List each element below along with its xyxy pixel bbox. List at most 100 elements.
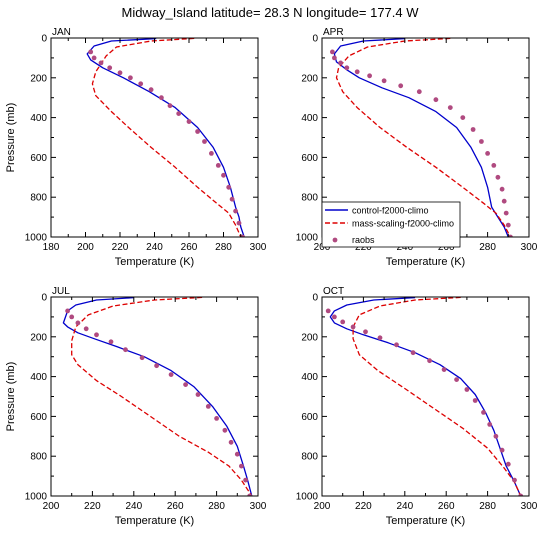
raobs-point: [195, 129, 201, 134]
y-tick-label: 800: [301, 452, 318, 463]
raobs-point: [138, 81, 144, 87]
y-tick-label: 800: [30, 452, 47, 463]
raobs-point: [236, 220, 242, 226]
raobs-point: [501, 198, 507, 204]
plot-area: [86, 38, 245, 237]
x-tick-label: 240: [125, 501, 142, 512]
y-tick-label: 800: [301, 193, 318, 204]
raobs-point: [381, 78, 387, 84]
raobs-point: [410, 350, 416, 356]
raobs-point: [209, 151, 214, 156]
y-tick-label: 200: [30, 332, 47, 343]
raobs-point: [505, 222, 511, 228]
x-tick-label: 240: [396, 242, 413, 253]
raobs-point: [491, 163, 497, 168]
x-axis-label: Temperature (K): [386, 515, 465, 527]
raobs-point: [499, 447, 505, 453]
series-line-control-f2000-climo: [333, 38, 509, 237]
legend: control-f2000-climo mass-scaling-f2000-cl…: [321, 201, 461, 248]
raobs-point: [88, 49, 94, 55]
raobs-point: [367, 73, 372, 79]
raobs-point: [512, 477, 517, 483]
series-raobs: [330, 49, 513, 237]
raobs-point: [354, 69, 360, 75]
series-raobs: [65, 308, 253, 496]
x-axis-label: Temperature (K): [386, 256, 465, 268]
raobs-point: [503, 210, 509, 216]
raobs-point: [243, 477, 249, 483]
y-axis-label: Pressure (mb): [5, 103, 17, 173]
raobs-point: [228, 439, 234, 445]
legend-label: raobs: [352, 235, 375, 245]
raobs-point: [226, 184, 232, 190]
x-tick-label: 220: [355, 242, 372, 253]
figure-title: Midway_Island latitude= 28.3 N longitude…: [121, 5, 419, 20]
x-tick-label: 200: [314, 501, 331, 512]
x-tick-label: 260: [167, 501, 184, 512]
y-tick-label: 800: [30, 193, 47, 204]
series-line-mass-scaling-f2000-climo: [335, 38, 511, 237]
raobs-point: [229, 196, 235, 202]
x-tick-label: 300: [521, 501, 538, 512]
raobs-point: [94, 332, 99, 338]
y-tick-label: 400: [30, 372, 47, 383]
raobs-point: [127, 75, 133, 81]
x-axis-label: Temperature (K): [115, 515, 194, 527]
series-line-mass-scaling-f2000-climo: [71, 297, 253, 496]
raobs-point: [447, 105, 453, 110]
series-line-control-f2000-climo: [329, 297, 522, 496]
legend-entry: raobs: [332, 235, 375, 245]
raobs-point: [167, 103, 173, 109]
raobs-point: [214, 416, 220, 421]
raobs-point: [83, 326, 89, 332]
raobs-point: [148, 87, 154, 93]
y-tick-label: 0: [41, 293, 47, 304]
raobs-point: [394, 342, 399, 348]
panel-label: JAN: [52, 27, 71, 38]
panel-label: JUL: [52, 286, 70, 297]
raobs-point: [427, 358, 432, 364]
raobs-point: [239, 463, 244, 469]
x-tick-label: 220: [112, 242, 129, 253]
x-tick-label: 240: [396, 501, 413, 512]
y-tick-label: 0: [312, 293, 318, 304]
raobs-point: [398, 83, 404, 89]
raobs-point: [222, 427, 228, 433]
y-tick-label: 1000: [25, 233, 48, 244]
raobs-point: [91, 55, 97, 61]
panel-label: OCT: [323, 286, 344, 297]
raobs-point: [107, 65, 113, 71]
raobs-point: [332, 55, 337, 61]
series-raobs: [88, 49, 245, 237]
raobs-point: [183, 382, 189, 387]
y-tick-label: 200: [301, 332, 318, 343]
legend-label: control-f2000-climo: [352, 206, 429, 216]
raobs-point: [69, 314, 75, 320]
raobs-point: [518, 493, 524, 496]
y-tick-label: 600: [301, 153, 318, 164]
raobs-point: [499, 186, 505, 192]
raobs-point: [221, 172, 226, 178]
raobs-point: [247, 493, 253, 496]
legend-entry: control-f2000-climo: [325, 206, 429, 216]
raobs-point: [350, 324, 356, 330]
raobs-point: [202, 139, 207, 144]
y-tick-label: 1000: [296, 233, 319, 244]
raobs-point: [332, 314, 337, 320]
raobs-point: [325, 308, 331, 314]
y-tick-label: 0: [312, 34, 318, 45]
raobs-point: [505, 461, 511, 467]
x-tick-label: 300: [250, 242, 267, 253]
panel-apr: 200 220 240 260 280 300 0 200 400 600 800 1000 APR Te…: [296, 27, 538, 268]
raobs-point: [330, 49, 335, 55]
x-tick-label: 300: [521, 242, 538, 253]
raobs-point: [460, 115, 466, 120]
raobs-point: [186, 119, 192, 124]
x-tick-label: 260: [438, 501, 455, 512]
plot-frame: [50, 296, 259, 497]
plot-frame: [50, 37, 259, 238]
x-tick-label: 200: [43, 501, 60, 512]
y-tick-label: 0: [41, 34, 47, 45]
y-tick-label: 200: [301, 73, 318, 84]
raobs-point: [493, 433, 499, 439]
